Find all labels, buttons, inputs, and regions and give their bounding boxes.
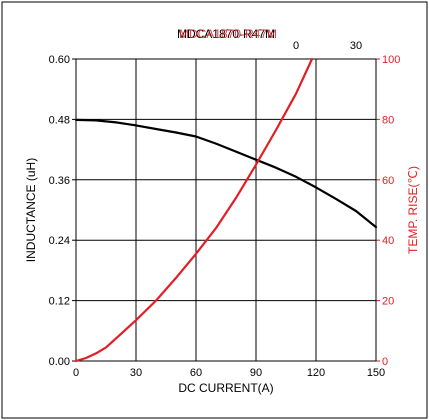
y-tick-label: 0.60 — [49, 54, 70, 66]
inductance-line — [74, 118, 378, 229]
y2-tick-label: 0 — [382, 356, 388, 368]
series-group — [74, 57, 378, 363]
y2-tick-label: 40 — [382, 235, 394, 247]
y-tick-label: 0.24 — [49, 235, 70, 247]
y-tick-label: 0.00 — [49, 356, 70, 368]
y2-tick-label: 80 — [382, 114, 394, 126]
plot-area-frame — [75, 58, 377, 362]
y-tick-label: 0.12 — [49, 296, 70, 308]
tick-labels: 0 30 60 90 120 150 0.00 0.12 0.24 0.36 0.48 0.60 0 20… — [49, 40, 401, 379]
y-tick-label: 0.48 — [49, 114, 70, 126]
x-tick-label: 60 — [190, 367, 202, 379]
x-tick-label: 30 — [130, 367, 142, 379]
top-tick-label: 30 — [350, 40, 362, 52]
x-tick-label: 150 — [367, 367, 385, 379]
chart-title-overlay: MDCA1870-R47M — [179, 27, 277, 41]
x-tick-label: 0 — [73, 367, 79, 379]
y-axis-label: INDUCTANCE (uH) — [24, 158, 38, 262]
temp-rise-line — [74, 57, 314, 363]
y2-tick-label: 20 — [382, 296, 394, 308]
x-axis-label: DC CURRENT(A) — [178, 381, 273, 395]
chart-title: MDCA1870-R47M — [177, 27, 275, 41]
x-tick-label: 90 — [250, 367, 262, 379]
y2-tick-label: 60 — [382, 175, 394, 187]
y2-tick-label: 100 — [382, 54, 400, 66]
y-tick-label: 0.36 — [49, 175, 70, 187]
top-tick-label: 0 — [293, 40, 299, 52]
y2-axis-label: TEMP. RISE(℃) — [406, 166, 420, 254]
x-tick-label: 120 — [307, 367, 325, 379]
